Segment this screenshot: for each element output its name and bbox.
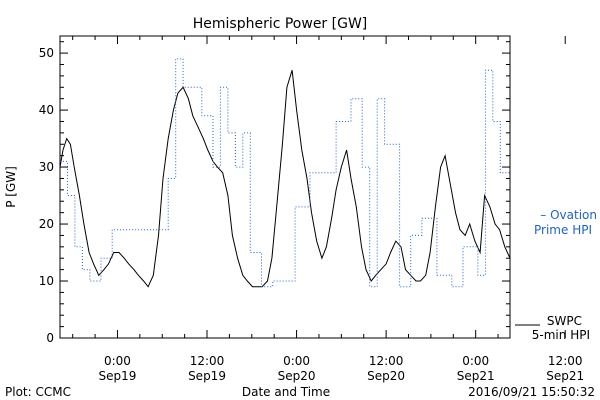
plot-frame (59, 35, 511, 339)
legend-ovation: – Ovation Prime HPI (534, 208, 597, 237)
x-tick-time-label: 12:00 (369, 354, 404, 368)
x-tick-date-label: Sep20 (278, 369, 316, 383)
y-axis-label: P [GW] (4, 166, 18, 208)
y-tick-label: 20 (39, 217, 54, 231)
legend-swpc: SWPC 5-min HPI (515, 314, 590, 342)
legend-swpc-line1: SWPC (547, 314, 582, 328)
x-tick-time-label: 0:00 (283, 354, 310, 368)
footer-left: Plot: CCMC (5, 385, 71, 399)
x-tick-time-label: 0:00 (462, 354, 489, 368)
y-tick-label: 10 (39, 274, 54, 288)
legend-ovation-line1: – Ovation (540, 208, 597, 222)
x-tick-date-label: Sep19 (188, 369, 226, 383)
y-axis: 0 10 20 30 40 50 (39, 41, 510, 345)
x-tick-date-label: Sep21 (457, 369, 495, 383)
x-tick-date-label: Sep19 (99, 369, 137, 383)
x-tick-time-label: 0:00 (104, 354, 131, 368)
ovation-prime-series-line (60, 58, 510, 288)
legend-ovation-line2: Prime HPI (534, 223, 592, 237)
x-tick-time-label: 12:00 (548, 354, 583, 368)
series-layer (59, 58, 511, 288)
chart-title: Hemispheric Power [GW] (193, 16, 368, 32)
x-tick-date-label: Sep20 (367, 369, 405, 383)
x-tick-date-label: Sep21 (546, 369, 584, 383)
y-tick-label: 50 (39, 46, 54, 60)
footer-right: 2016/09/21 15:50:32 (468, 385, 595, 399)
x-axis: 0:00Sep1912:00Sep190:00Sep2012:00Sep200:… (72, 36, 584, 383)
footer-center: Date and Time (242, 385, 330, 399)
legend-swpc-line2: 5-min HPI (532, 328, 590, 342)
x-tick-time-label: 12:00 (190, 354, 225, 368)
y-tick-label: 40 (39, 103, 54, 117)
y-tick-label: 30 (39, 160, 54, 174)
y-tick-label: 0 (46, 331, 54, 345)
swpc-hpi-series-line (59, 70, 511, 288)
